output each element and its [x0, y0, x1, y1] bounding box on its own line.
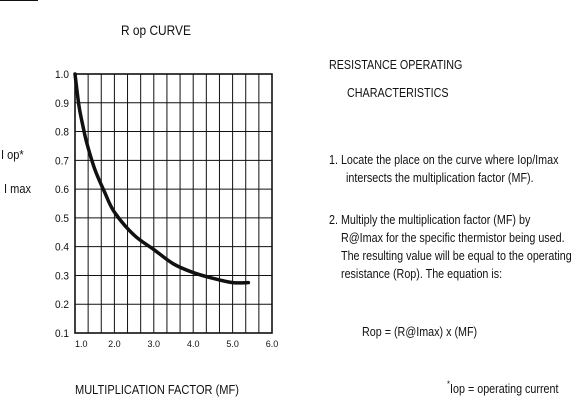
series-line: [73, 72, 251, 285]
y-tick-label: 0.2: [55, 299, 69, 311]
step-2-line-4: resistance (Rop). The equation is:: [341, 267, 503, 281]
y-tick-label: 0.1: [55, 328, 69, 340]
footnote: *Iop = operating current: [447, 379, 559, 396]
y-axis-label-fraction-bar: [0, 0, 38, 1]
y-tick-label: 0.8: [55, 127, 69, 139]
x-axis-label: MULTIPLICATION FACTOR (MF): [75, 382, 239, 397]
y-tick-label: 0.9: [55, 98, 69, 110]
y-axis-label-numerator: I op*: [1, 147, 24, 162]
y-tick-label: 0.5: [55, 213, 69, 225]
rop-equation: Rop = (R@Imax) x (MF): [362, 325, 478, 339]
y-axis-label-denominator: I max: [4, 181, 32, 196]
step-2-line-1: 2. Multiply the multiplication factor (M…: [329, 213, 531, 227]
y-tick-label: 0.4: [55, 242, 69, 254]
x-tick-label: 1.0: [75, 339, 88, 349]
y-tick-label: 1.0: [55, 69, 69, 81]
plot-frame: [74, 73, 273, 334]
x-tick-label: 2.0: [108, 339, 121, 349]
x-tick-label: 6.0: [266, 339, 279, 349]
x-tick-label: 3.0: [148, 339, 161, 349]
step-2-line-2: R@Imax for the specific thermistor being…: [341, 231, 565, 245]
x-tick-label: 5.0: [226, 339, 239, 349]
panel-heading-line-1: RESISTANCE OPERATING: [329, 58, 463, 72]
panel-heading-line-2: CHARACTERISTICS: [347, 86, 449, 100]
y-tick-labels: 1.0 0.9 0.8 0.7 0.6 0.5 0.4 0.3 0.2 0.1: [55, 69, 69, 340]
y-tick-label: 0.6: [55, 184, 69, 196]
y-tick-label: 0.3: [55, 270, 69, 282]
x-tick-label: 4.0: [187, 339, 200, 349]
grid: [75, 74, 272, 333]
chart-title: R op CURVE: [121, 22, 191, 38]
step-2-line-3: The resulting value will be equal to the…: [341, 249, 572, 263]
y-tick-label: 0.7: [55, 155, 69, 167]
step-1-line-2: intersects the multiplication factor (MF…: [346, 171, 534, 185]
step-1-line-1: 1. Locate the place on the curve where I…: [329, 153, 559, 167]
x-tick-labels: 1.0 2.0 3.0 4.0 5.0 6.0: [75, 339, 278, 349]
footnote-text: Iop = operating current: [450, 382, 559, 396]
footnote-mark: *: [447, 379, 451, 389]
